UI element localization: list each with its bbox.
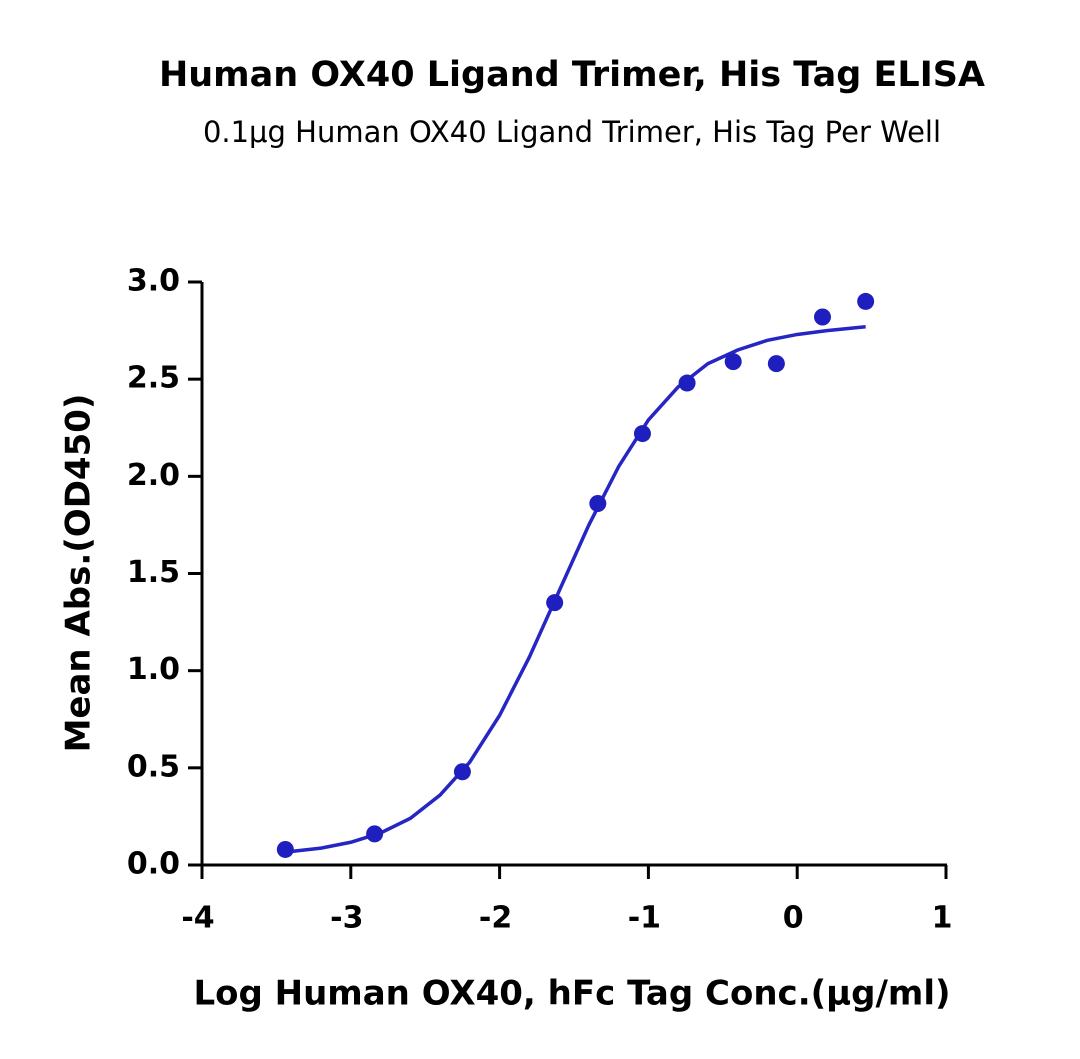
data-point (366, 825, 384, 843)
x-axis-label: Log Human OX40, hFc Tag Conc.(μg/ml) (193, 974, 950, 1014)
x-tick-label: -3 (330, 901, 363, 936)
y-axis-label: Mean Abs.(OD450) (59, 394, 99, 753)
y-tick-label: 0.5 (127, 749, 180, 784)
data-point (857, 292, 875, 310)
data-point (633, 425, 651, 443)
x-tick-label: -4 (181, 901, 214, 936)
data-point (276, 840, 294, 858)
chart-subtitle: 0.1μg Human OX40 Ligand Trimer, His Tag … (203, 115, 941, 149)
y-tick-label: 3.0 (127, 264, 180, 299)
x-tick-label: 0 (783, 901, 804, 936)
chart-title: Human OX40 Ligand Trimer, His Tag ELISA (159, 55, 985, 95)
data-point (767, 355, 785, 373)
y-tick-label: 1.0 (127, 652, 180, 687)
data-point (678, 374, 696, 392)
data-point (589, 495, 607, 513)
y-tick-label: 1.5 (127, 555, 180, 590)
x-tick-label: -1 (628, 901, 661, 936)
x-tick-label: -2 (479, 901, 512, 936)
data-point (813, 308, 831, 326)
y-tick-label: 0.0 (127, 847, 180, 882)
y-tick-label: 2.5 (127, 361, 180, 396)
x-tick-label: 1 (932, 901, 953, 936)
data-point (724, 353, 742, 371)
data-point (546, 594, 564, 612)
y-tick-label: 2.0 (127, 458, 180, 493)
data-point (453, 763, 471, 781)
fit-curve (285, 324, 866, 854)
